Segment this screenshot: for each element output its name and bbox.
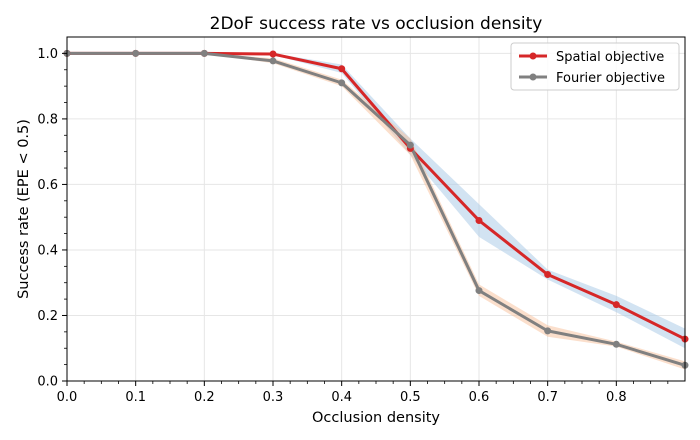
x-tick-label: 0.7 <box>537 390 558 405</box>
point-spatial <box>544 271 552 279</box>
x-tick-label: 0.5 <box>400 390 421 405</box>
line-fourier <box>67 51 686 367</box>
x-axis-ticks: 0.0 0.1 0.2 0.3 0.4 0.5 0.6 0.7 0.8 <box>57 381 669 405</box>
point-fourier <box>132 49 140 57</box>
y-tick-label: 0.0 <box>37 375 58 390</box>
point-spatial <box>338 65 346 73</box>
point-fourier <box>200 49 208 57</box>
legend-label-spatial: Spatial objective <box>556 50 664 65</box>
point-spatial <box>612 301 620 309</box>
y-tick-label: 0.6 <box>37 178 58 193</box>
chart-title: 2DoF success rate vs occlusion density <box>210 14 543 34</box>
y-tick-label: 0.4 <box>37 243 58 258</box>
legend-marker-fourier <box>529 73 537 81</box>
x-tick-label: 0.1 <box>125 390 146 405</box>
legend: Spatial objective Fourier objective <box>510 42 680 91</box>
x-tick-label: 0.4 <box>331 390 352 405</box>
point-fourier <box>544 327 552 335</box>
series-points <box>63 49 689 369</box>
y-tick-label: 0.8 <box>37 112 58 127</box>
point-spatial <box>269 50 277 58</box>
x-tick-label: 0.3 <box>263 390 284 405</box>
x-axis-label: Occlusion density <box>312 410 440 426</box>
x-tick-label: 0.8 <box>606 390 627 405</box>
point-fourier <box>269 57 277 65</box>
point-fourier <box>475 287 483 295</box>
series-lines <box>67 51 686 367</box>
legend-box <box>510 42 680 91</box>
y-tick-label: 0.2 <box>37 309 58 324</box>
point-fourier <box>612 340 620 348</box>
x-tick-label: 0.2 <box>194 390 215 405</box>
y-tick-label: 1.0 <box>37 47 58 62</box>
legend-label-fourier: Fourier objective <box>556 71 665 86</box>
y-axis-label: Success rate (EPE < 0.5) <box>16 119 32 299</box>
x-tick-label: 0.6 <box>469 390 490 405</box>
point-spatial <box>475 216 483 224</box>
point-fourier <box>338 79 346 87</box>
legend-marker-spatial <box>529 52 537 60</box>
y-axis-ticks: 0.0 0.2 0.4 0.6 0.8 1.0 <box>37 47 67 390</box>
x-tick-label: 0.0 <box>57 390 78 405</box>
band-fourier <box>67 53 685 370</box>
point-fourier <box>406 141 414 149</box>
